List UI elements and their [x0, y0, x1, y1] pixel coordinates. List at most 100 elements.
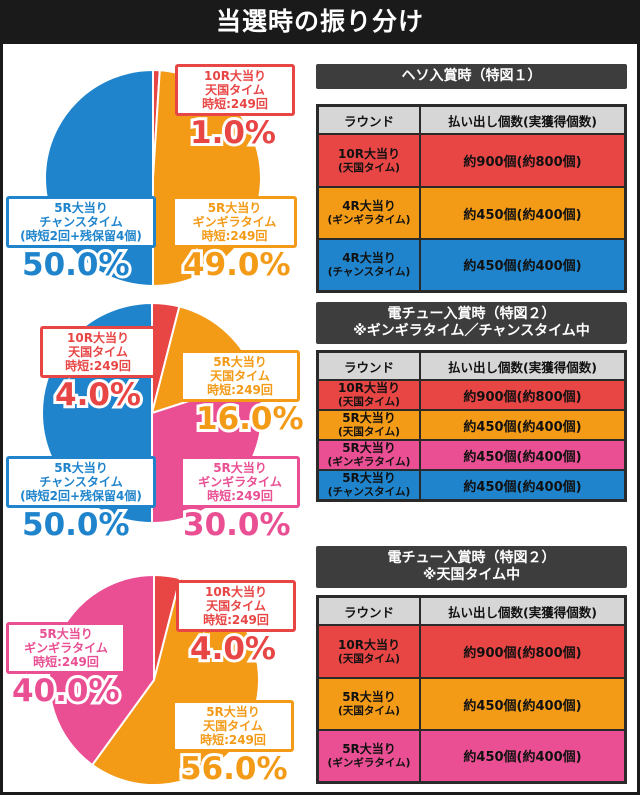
pie-label-heso-10r: 10R大当り 天国タイム 時短:249回 — [175, 64, 295, 116]
round-cell: 5R大当り (ギンギラタイム) — [316, 729, 421, 783]
pie-label-line: (時短2回+残保留4個) — [20, 489, 142, 503]
pie-percent-heso-chance: 50.0% — [19, 245, 133, 285]
pie-percent-denchu1-10r: 4.0% — [52, 375, 144, 415]
pie-label-line: 時短:249回 — [200, 733, 266, 747]
column-header-payout: 払い出し個数(実獲得個数) — [419, 104, 627, 135]
pie-label-line: 10R大当り — [67, 331, 129, 345]
section-header-line: 電チュー入賞時（特図２） — [387, 306, 556, 322]
pie-label-line: 天国タイム — [203, 719, 263, 733]
round-line: 10R大当り — [338, 381, 400, 395]
table-row: 10R大当り (天国タイム) 約900個(約800個) — [316, 379, 627, 411]
table-header-row: ラウンド 払い出し個数(実獲得個数) — [316, 104, 627, 135]
round-line: (ギンギラタイム) — [327, 456, 411, 468]
table-row: 5R大当り (チャンスタイム) 約450個(約400個) — [316, 469, 627, 502]
table-row: 5R大当り (ギンギラタイム) 約450個(約400個) — [316, 729, 627, 783]
payout-cell: 約450個(約400個) — [419, 186, 627, 240]
pie-percent-denchu2-gingira: 40.0% — [9, 671, 123, 711]
pie-label-line: 5R大当り — [213, 355, 267, 369]
pie-label-line: 時短:249回 — [203, 613, 269, 627]
round-line: (天国タイム) — [338, 161, 400, 174]
round-cell: 5R大当り (天国タイム) — [316, 677, 421, 731]
round-cell: 5R大当り (チャンスタイム) — [316, 469, 421, 502]
pie-label-line: 時短:249回 — [207, 383, 273, 397]
payout-cell: 約900個(約800個) — [419, 133, 627, 188]
section-header-line: 電チュー入賞時（特図２） — [387, 550, 556, 566]
pie-label-line: 天国タイム — [210, 369, 270, 383]
table-row: 10R大当り (天国タイム) 約900個(約800個) — [316, 133, 627, 188]
pie-percent-denchu1-gingira: 30.0% — [180, 505, 294, 545]
pie-label-line: 時短:249回 — [33, 655, 99, 669]
table-row: 4R大当り (チャンスタイム) 約450個(約400個) — [316, 238, 627, 292]
round-cell: 4R大当り (チャンスタイム) — [316, 238, 421, 292]
round-line: (チャンスタイム) — [327, 265, 411, 278]
payout-cell: 約900個(約800個) — [419, 379, 627, 411]
round-line: (ギンギラタイム) — [327, 214, 411, 226]
section-header-heso: ヘソ入賞時（特図１） — [316, 64, 627, 89]
round-line: 5R大当り — [342, 471, 396, 485]
pie-label-heso-chance: 5R大当り チャンスタイム (時短2回+残保留4個) — [6, 196, 156, 248]
pie-label-denchu2-5r-tengoku: 5R大当り 天国タイム 時短:249回 — [172, 700, 294, 752]
round-line: 4R大当り — [342, 250, 396, 265]
round-line: 5R大当り — [342, 741, 396, 756]
column-header-round: ラウンド — [316, 350, 421, 381]
pie-percent-denchu2-10r: 4.0% — [187, 629, 279, 669]
payout-table-heso: ラウンド 払い出し個数(実獲得個数) 10R大当り (天国タイム) 約900個(約800… — [316, 104, 627, 293]
pie-label-denchu1-5r-tengoku: 5R大当り 天国タイム 時短:249回 — [180, 350, 300, 402]
pie-label-denchu2-gingira: 5R大当り ギンギラタイム 時短:249回 — [6, 622, 126, 674]
round-cell: 10R大当り (天国タイム) — [316, 624, 421, 679]
round-line: (天国タイム) — [338, 396, 400, 408]
pie-label-line: 時短:249回 — [207, 489, 273, 503]
round-line: 10R大当り — [338, 637, 400, 652]
column-header-round: ラウンド — [316, 595, 421, 626]
round-line: (天国タイム) — [338, 652, 400, 665]
section-header-line: ヘソ入賞時（特図１） — [401, 68, 542, 84]
pie-percent-denchu1-5r-tengoku: 16.0% — [193, 399, 307, 439]
column-header-payout: 払い出し個数(実獲得個数) — [419, 350, 627, 381]
pie-label-line: 5R大当り — [213, 461, 267, 475]
round-line: (ギンギラタイム) — [327, 756, 411, 769]
pie-percent-heso-10r: 1.0% — [187, 113, 279, 153]
section-header-denchu-tengoku: 電チュー入賞時（特図２） ※天国タイム中 — [316, 546, 627, 588]
table-row: 10R大当り (天国タイム) 約900個(約800個) — [316, 624, 627, 679]
payout-cell: 約900個(約800個) — [419, 624, 627, 679]
pie-label-line: (時短2回+残保留4個) — [20, 229, 142, 243]
pie-label-line: 時短:249回 — [202, 97, 268, 111]
round-cell: 10R大当り (天国タイム) — [316, 379, 421, 411]
pie-label-heso-gingira: 5R大当り ギンギラタイム 時短:249回 — [172, 196, 297, 248]
pie-label-denchu1-chance: 5R大当り チャンスタイム (時短2回+残保留4個) — [6, 456, 156, 508]
table-row: 5R大当り (天国タイム) 約450個(約400個) — [316, 409, 627, 441]
section-header-note: ※天国タイム中 — [422, 567, 521, 583]
round-line: 4R大当り — [342, 199, 396, 213]
payout-cell: 約450個(約400個) — [419, 677, 627, 731]
table-row: 5R大当り (ギンギラタイム) 約450個(約400個) — [316, 439, 627, 471]
round-line: (チャンスタイム) — [327, 486, 411, 498]
payout-cell: 約450個(約400個) — [419, 439, 627, 471]
pie-label-line: 10R大当り — [204, 69, 266, 83]
round-line: 5R大当り — [342, 441, 396, 455]
round-cell: 4R大当り (ギンギラタイム) — [316, 186, 421, 240]
pie-label-denchu2-10r: 10R大当り 天国タイム 時短:249回 — [176, 580, 296, 632]
table-header-row: ラウンド 払い出し個数(実獲得個数) — [316, 350, 627, 381]
pie-label-line: 10R大当り — [205, 585, 267, 599]
pie-label-denchu1-10r: 10R大当り 天国タイム 時短:249回 — [40, 326, 156, 378]
pie-label-line: 5R大当り — [207, 201, 262, 215]
pie-label-line: 5R大当り — [54, 461, 108, 475]
round-cell: 5R大当り (ギンギラタイム) — [316, 439, 421, 471]
payout-table-denchu-gingira: ラウンド 払い出し個数(実獲得個数) 10R大当り (天国タイム) 約900個(約800… — [316, 350, 627, 502]
pie-label-line: 5R大当り — [206, 705, 260, 719]
pie-percent-denchu1-chance: 50.0% — [19, 505, 133, 545]
column-header-payout: 払い出し個数(実獲得個数) — [419, 595, 627, 626]
pie-label-line: 天国タイム — [205, 83, 265, 97]
round-line: 5R大当り — [342, 411, 396, 425]
payout-table-denchu-tengoku: ラウンド 払い出し個数(実獲得個数) 10R大当り (天国タイム) 約900個(約800… — [316, 595, 627, 784]
payout-cell: 約450個(約400個) — [419, 238, 627, 292]
payout-cell: 約450個(約400個) — [419, 729, 627, 783]
section-header-denchu-gingira: 電チュー入賞時（特図２） ※ギンギラタイム／チャンスタイム中 — [316, 302, 627, 344]
table-row: 4R大当り (ギンギラタイム) 約450個(約400個) — [316, 186, 627, 240]
pie-label-line: 天国タイム — [68, 345, 128, 359]
table-row: 5R大当り (天国タイム) 約450個(約400個) — [316, 677, 627, 731]
pie-percent-heso-gingira: 49.0% — [180, 245, 294, 285]
pie-label-line: 5R大当り — [54, 201, 108, 215]
pie-label-line: チャンスタイム — [39, 215, 123, 229]
round-line: (天国タイム) — [338, 705, 400, 717]
